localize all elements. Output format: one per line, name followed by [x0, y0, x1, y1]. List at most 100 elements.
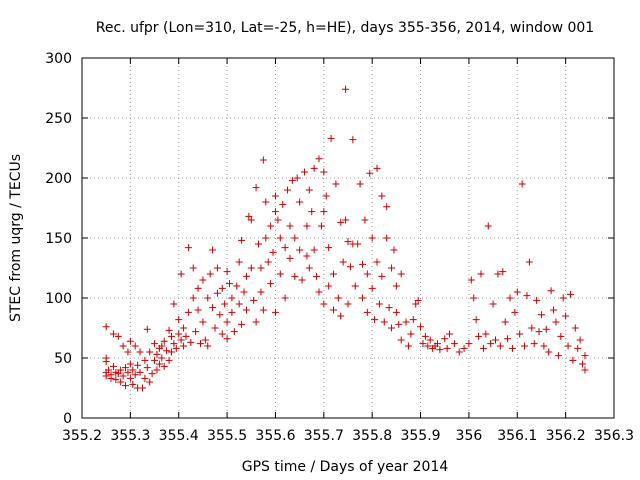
- data-point: [361, 216, 369, 224]
- data-point: [346, 263, 354, 271]
- data-point: [559, 294, 567, 302]
- data-point: [388, 324, 396, 332]
- data-point: [114, 370, 122, 378]
- data-point: [199, 318, 207, 326]
- data-point: [199, 276, 207, 284]
- data-point: [320, 208, 328, 216]
- data-point: [141, 374, 149, 382]
- data-point: [122, 364, 130, 372]
- data-point: [472, 316, 480, 324]
- y-axis: 0 50 100 150 200 250 300: [45, 51, 614, 427]
- data-point: [547, 287, 555, 295]
- data-point: [315, 288, 323, 296]
- data-point: [356, 180, 364, 188]
- data-point: [126, 337, 134, 345]
- data-point: [513, 288, 521, 296]
- data-point: [523, 292, 531, 300]
- data-point: [218, 284, 226, 292]
- y-tick-label: 0: [63, 411, 72, 427]
- data-point: [392, 282, 400, 290]
- data-point: [257, 264, 265, 272]
- data-point: [187, 338, 195, 346]
- x-tick-label: 356: [456, 428, 483, 444]
- data-point: [238, 320, 246, 328]
- data-point: [395, 320, 403, 328]
- data-point: [279, 200, 287, 208]
- data-point: [371, 316, 379, 324]
- data-point: [363, 308, 371, 316]
- data-point: [160, 362, 168, 370]
- data-point: [259, 306, 267, 314]
- data-point: [271, 192, 279, 200]
- data-point: [211, 324, 219, 332]
- y-tick-label: 100: [45, 291, 72, 307]
- data-point: [189, 294, 197, 302]
- data-point: [482, 330, 490, 338]
- data-point: [329, 270, 337, 278]
- data-point: [334, 294, 342, 302]
- data-point: [146, 348, 154, 356]
- data-point: [204, 294, 212, 302]
- data-point: [419, 340, 427, 348]
- data-point: [223, 268, 231, 276]
- data-series: [102, 85, 589, 392]
- data-point: [293, 174, 301, 182]
- data-point: [359, 294, 367, 302]
- data-point: [247, 216, 255, 224]
- data-point: [131, 371, 139, 379]
- data-point: [467, 276, 475, 284]
- data-point: [112, 376, 120, 384]
- data-point: [465, 340, 473, 348]
- data-point: [158, 354, 166, 362]
- y-tick-label: 150: [45, 231, 72, 247]
- data-point: [105, 366, 113, 374]
- data-point: [388, 264, 396, 272]
- data-point: [521, 342, 529, 350]
- data-point: [126, 374, 134, 382]
- data-point: [378, 192, 386, 200]
- data-point: [262, 234, 270, 242]
- x-tick-label: 356.3: [594, 428, 634, 444]
- data-point: [240, 288, 248, 296]
- data-point: [421, 332, 429, 340]
- data-point: [267, 222, 275, 230]
- x-tick-label: 355.7: [304, 428, 344, 444]
- data-point: [204, 342, 212, 350]
- data-point: [530, 340, 538, 348]
- data-point: [525, 258, 533, 266]
- data-point: [129, 366, 137, 374]
- data-point: [117, 366, 125, 374]
- data-point: [153, 350, 161, 358]
- data-point: [562, 312, 570, 320]
- data-point: [506, 294, 514, 302]
- data-point: [426, 336, 434, 344]
- data-point: [414, 296, 422, 304]
- data-point: [385, 304, 393, 312]
- data-point: [281, 294, 289, 302]
- data-point: [342, 85, 350, 93]
- data-point: [441, 335, 449, 343]
- x-tick-label: 355.8: [352, 428, 392, 444]
- data-point: [172, 344, 180, 352]
- data-point: [276, 234, 284, 242]
- data-point: [310, 164, 318, 172]
- data-point: [119, 372, 127, 380]
- data-point: [344, 238, 352, 246]
- x-tick-label: 355.6: [255, 428, 295, 444]
- data-point: [417, 323, 425, 331]
- data-point: [564, 342, 572, 350]
- data-point: [167, 332, 175, 340]
- data-point: [209, 304, 217, 312]
- data-point: [443, 344, 451, 352]
- data-point: [579, 360, 587, 368]
- data-point: [235, 258, 243, 266]
- data-point: [117, 378, 125, 386]
- data-point: [298, 276, 306, 284]
- data-point: [109, 362, 117, 370]
- data-point: [305, 264, 313, 272]
- data-point: [148, 370, 156, 378]
- data-point: [557, 332, 565, 340]
- data-point: [102, 323, 110, 331]
- data-point: [242, 306, 250, 314]
- x-tick-label: 356.1: [497, 428, 537, 444]
